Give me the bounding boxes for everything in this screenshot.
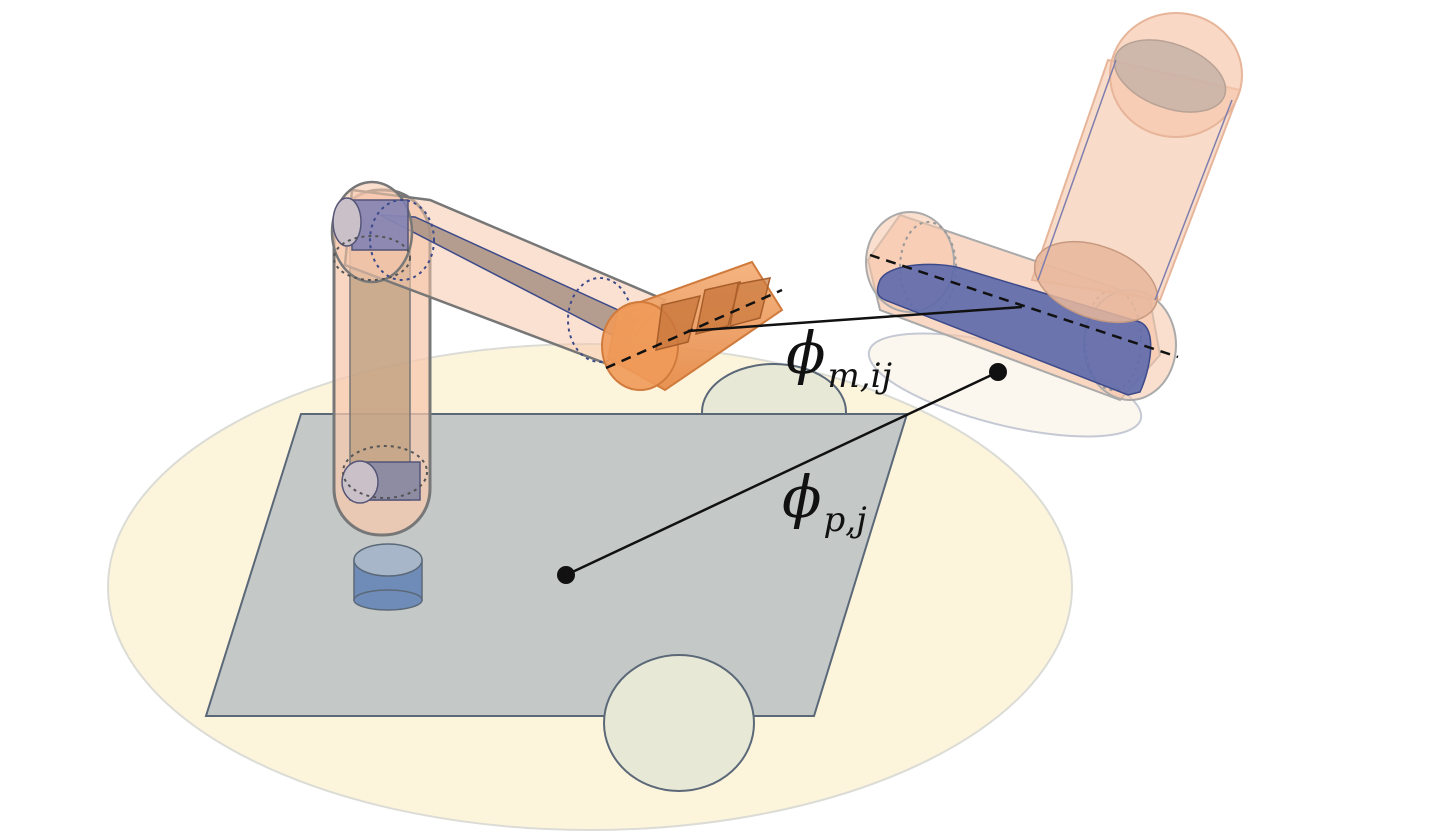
robot-arm-icon (330, 180, 784, 537)
target-vertical-link (1030, 12, 1243, 324)
phi-p-end-dot (989, 363, 1007, 381)
puck-object (353, 543, 423, 611)
phi-m-symbol: ϕ (786, 319, 826, 387)
shoulder-joint (330, 180, 435, 284)
phi-m-subscript: m,ij (827, 356, 893, 396)
phi-p-line (565, 370, 999, 577)
table-surface (204, 413, 909, 717)
gripper-icon (601, 260, 784, 392)
phi-m-label: ϕm,ij (786, 324, 892, 393)
wheel-front (603, 654, 755, 792)
grasp-target-icon (865, 12, 1243, 438)
phi-p-symbol: ϕ (782, 463, 822, 531)
gripper-axis (605, 288, 783, 370)
base-joint (341, 445, 428, 504)
phi-p-label: ϕp,j (782, 468, 867, 537)
phi-p-subscript: p,j (823, 500, 867, 540)
phi-m-line (687, 305, 1023, 333)
phi-p-start-dot (557, 566, 575, 584)
target-axis (869, 253, 1179, 359)
